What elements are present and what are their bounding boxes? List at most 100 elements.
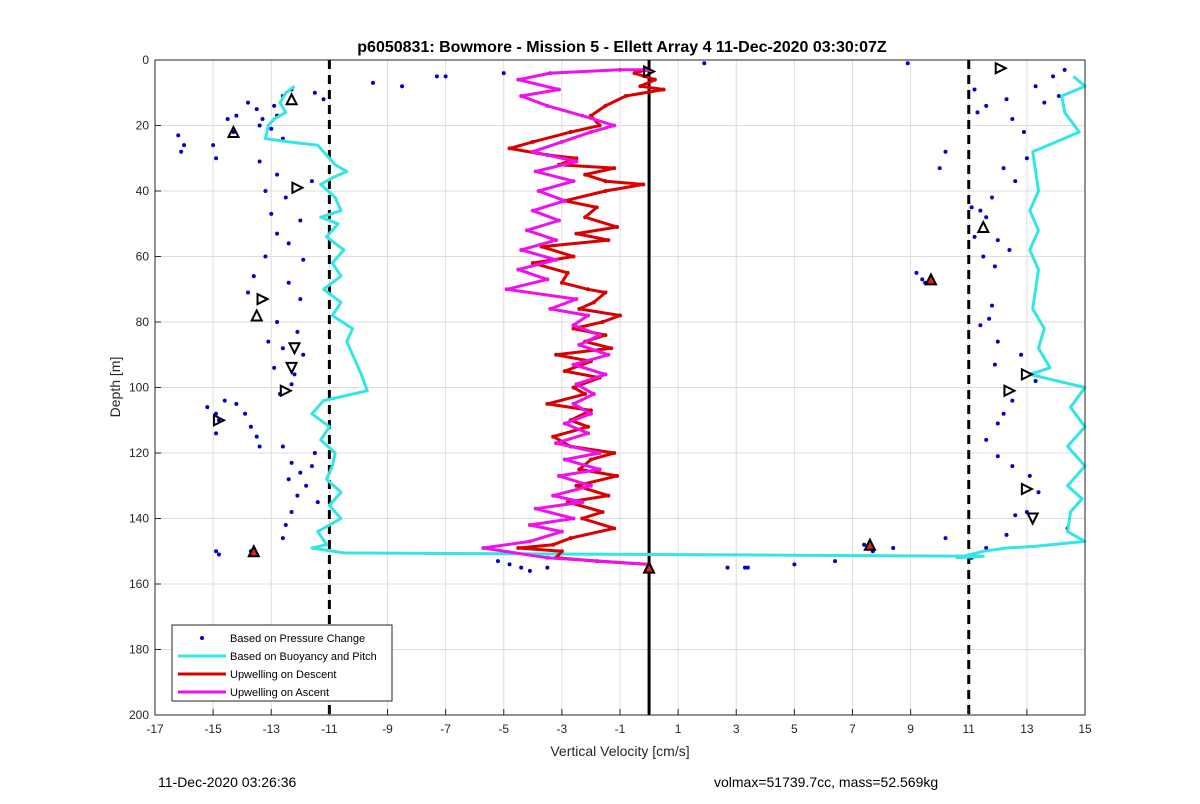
chart-title: p6050831: Bowmore - Mission 5 - Ellett A… xyxy=(357,39,887,56)
upwelling-point xyxy=(603,179,608,184)
upwelling-point xyxy=(568,130,573,135)
pressure-change-point xyxy=(1021,130,1026,135)
upwelling-point xyxy=(577,342,582,347)
pressure-change-point xyxy=(905,61,910,66)
upwelling-point xyxy=(586,424,591,429)
pressure-change-point xyxy=(527,568,532,573)
upwelling-point xyxy=(559,529,564,534)
upwelling-point xyxy=(588,130,593,135)
pressure-change-point xyxy=(260,116,265,121)
pressure-change-point xyxy=(370,80,375,85)
upwelling-point xyxy=(603,290,608,295)
x-tick-label: 1 xyxy=(675,722,682,736)
pressure-change-point xyxy=(269,211,274,216)
event-marker xyxy=(1026,512,1040,526)
upwelling-point xyxy=(603,103,608,108)
pressure-change-point xyxy=(1010,116,1015,121)
pressure-change-point xyxy=(280,444,285,449)
upwelling-point xyxy=(603,372,608,377)
legend-label: Based on Pressure Change xyxy=(230,633,365,645)
pressure-change-point xyxy=(995,238,1000,243)
legend: Based on Pressure Change Based on Buoyanc… xyxy=(171,624,393,702)
event-marker xyxy=(279,384,294,398)
upwelling-point xyxy=(504,287,509,292)
pressure-change-point xyxy=(725,565,730,570)
pressure-change-point xyxy=(275,231,280,236)
event-marker xyxy=(287,342,302,356)
upwelling-point xyxy=(554,352,559,357)
pressure-change-point xyxy=(272,103,277,108)
upwelling-point xyxy=(580,516,585,521)
pressure-change-point xyxy=(298,470,303,475)
event-marker xyxy=(284,361,299,376)
x-tick-label: -7 xyxy=(440,722,451,736)
pressure-change-point xyxy=(246,100,250,105)
upwelling-point xyxy=(597,123,602,128)
pressure-change-point xyxy=(969,205,974,210)
event-marker xyxy=(1020,367,1035,382)
upwelling-point xyxy=(574,483,579,488)
pressure-change-point xyxy=(289,460,294,465)
upwelling-point xyxy=(583,392,588,397)
event-marker xyxy=(291,181,305,195)
pressure-change-point xyxy=(742,565,747,570)
pressure-change-point xyxy=(992,362,997,367)
pressure-change-point xyxy=(833,559,838,564)
pressure-change-point xyxy=(216,552,221,557)
pressure-change-point xyxy=(987,316,992,321)
upwelling-point xyxy=(618,67,622,72)
pressure-change-point xyxy=(257,444,262,449)
pressure-change-point xyxy=(545,565,550,570)
y-tick-label: 0 xyxy=(142,53,149,67)
pressure-change-point xyxy=(745,565,750,570)
upwelling-point xyxy=(641,182,646,187)
pressure-change-point xyxy=(263,189,268,193)
pressure-change-point xyxy=(286,241,291,246)
upwelling-point xyxy=(559,280,564,285)
pressure-change-point xyxy=(990,195,994,200)
pressure-change-point xyxy=(182,143,187,148)
upwelling-point xyxy=(562,198,567,203)
upwelling-point xyxy=(580,113,585,118)
x-tick-label: -5 xyxy=(498,722,509,736)
upwelling-point xyxy=(632,71,637,76)
event-marker xyxy=(863,537,877,551)
pressure-change-point xyxy=(309,179,314,184)
upwelling-point xyxy=(597,467,602,472)
upwelling-point xyxy=(612,166,617,171)
y-tick-label: 160 xyxy=(129,577,149,591)
pressure-change-point xyxy=(995,454,1000,459)
pressure-change-point xyxy=(295,329,300,334)
upwelling-point xyxy=(571,385,576,390)
upwelling-point xyxy=(606,493,611,498)
upwelling-point xyxy=(533,169,538,174)
pressure-change-point xyxy=(289,509,294,514)
pressure-change-point xyxy=(269,126,274,131)
x-tick-label: -3 xyxy=(557,722,568,736)
pressure-change-point xyxy=(312,451,317,455)
reference-lines xyxy=(327,60,971,715)
x-tick-label: -11 xyxy=(321,722,338,736)
upwelling-point xyxy=(580,500,585,505)
pressure-change-point xyxy=(283,195,288,200)
upwelling-point xyxy=(559,549,564,554)
pressure-change-point xyxy=(943,536,948,541)
pressure-change-point xyxy=(234,113,239,118)
event-marker xyxy=(226,124,241,139)
upwelling-point xyxy=(623,94,628,99)
pressure-change-point xyxy=(275,320,280,324)
upwelling-point xyxy=(556,473,561,478)
upwelling-point xyxy=(545,555,550,560)
pressure-change-point xyxy=(280,536,285,541)
pressure-change-point xyxy=(1033,378,1038,383)
upwelling-point xyxy=(597,333,602,338)
pressure-change-point xyxy=(298,218,303,223)
pressure-change-point xyxy=(1013,513,1018,518)
pressure-change-point xyxy=(257,159,262,164)
pressure-change-point xyxy=(1019,352,1024,357)
upwelling-point xyxy=(530,139,535,144)
upwelling-point xyxy=(574,156,579,161)
pressure-change-point xyxy=(984,437,989,442)
pressure-change-point xyxy=(283,523,288,528)
